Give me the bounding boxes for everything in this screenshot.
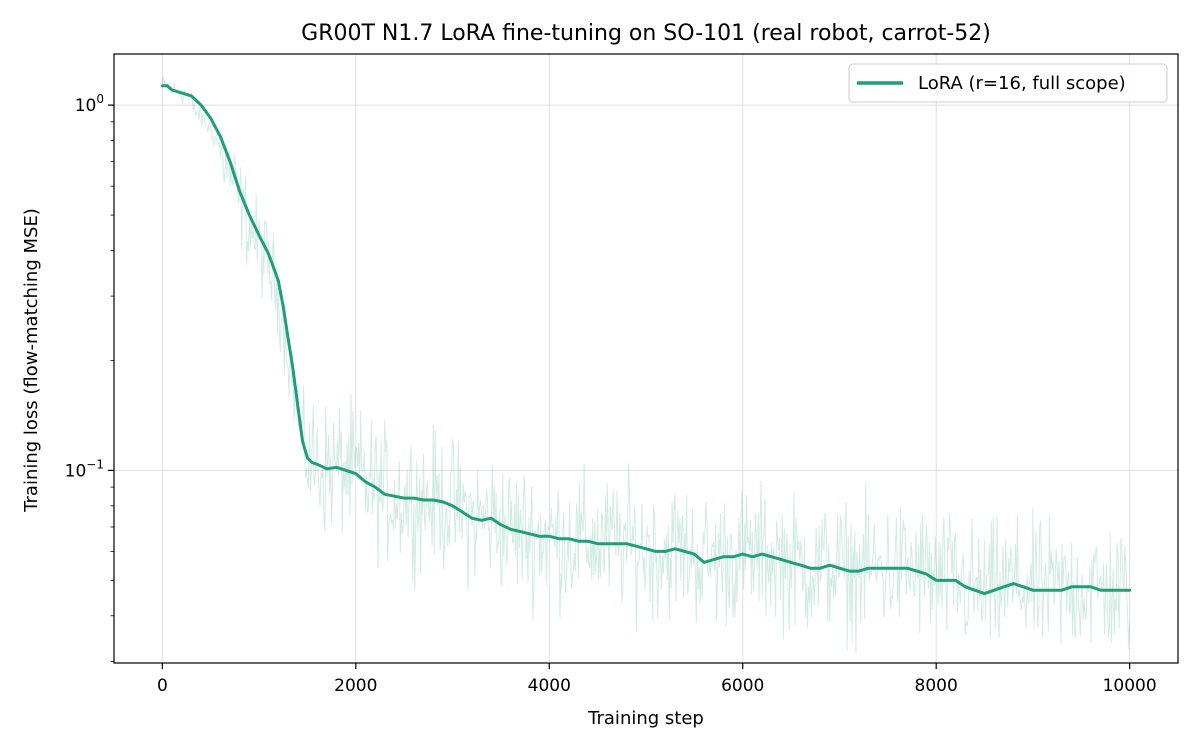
- x-tick-label: 2000: [334, 676, 377, 696]
- raw-loss-line: [162, 76, 1129, 653]
- series-line-lora: [162, 86, 1129, 594]
- x-tick-label: 0: [157, 676, 168, 696]
- x-tick-label: 6000: [721, 676, 764, 696]
- y-axis-label: Training loss (flow-matching MSE): [21, 208, 42, 513]
- chart-title: GR00T N1.7 LoRA fine-tuning on SO-101 (r…: [301, 21, 991, 46]
- tick-layer: 0 2000 4000 6000 8000 10000 10−1 100: [65, 92, 1157, 696]
- raw-series-layer: [162, 76, 1129, 653]
- y-tick-label: 100: [75, 92, 104, 116]
- series-layer: [162, 86, 1129, 594]
- legend-label: LoRA (r=16, full scope): [918, 73, 1126, 94]
- y-tick-label: 10−1: [65, 457, 104, 481]
- x-tick-label: 10000: [1103, 676, 1157, 696]
- x-tick-label: 8000: [915, 676, 958, 696]
- x-tick-label: 4000: [528, 676, 571, 696]
- x-axis-label: Training step: [587, 708, 704, 729]
- legend: LoRA (r=16, full scope): [849, 64, 1167, 102]
